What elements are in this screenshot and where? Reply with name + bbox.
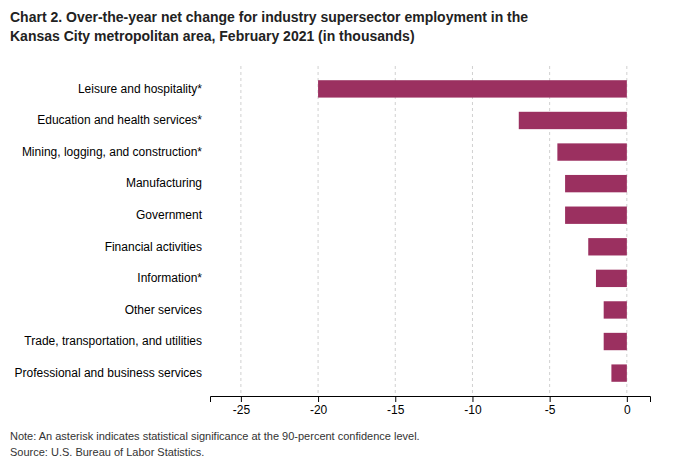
bar [565, 207, 627, 224]
bar [604, 333, 627, 350]
x-tick-label: -15 [387, 403, 405, 417]
y-tick: Information* [137, 271, 210, 285]
x-tick-mark [318, 396, 319, 402]
grid-line [395, 66, 396, 396]
bar [604, 301, 627, 318]
y-tick: Other services [125, 303, 210, 317]
y-tick: Trade, transportation, and utilities [24, 334, 210, 348]
bar [588, 238, 627, 255]
grid [241, 66, 627, 396]
x-tick-mark [472, 396, 473, 402]
x-axis: -25 -20 -15 -10 -5 0 [211, 396, 651, 417]
y-tick-label: Manufacturing [126, 176, 202, 190]
x-tick-mark [550, 396, 551, 402]
bar [557, 143, 626, 160]
y-tick: Education and health services* [37, 113, 210, 127]
bars [318, 80, 627, 382]
y-tick-label: Financial activities [105, 240, 202, 254]
x-axis-line [211, 397, 651, 403]
y-tick: Leisure and hospitality* [78, 82, 210, 96]
y-tick: Financial activities [105, 240, 210, 254]
grid-line [240, 66, 241, 396]
x-tick-label: -25 [233, 403, 251, 417]
grid-line [318, 66, 319, 396]
y-tick: Mining, logging, and construction* [22, 145, 210, 159]
source: Source: U.S. Bureau of Labor Statistics. [10, 446, 204, 458]
y-tick: Manufacturing [126, 176, 210, 190]
x-tick: -5 [545, 396, 556, 417]
x-tick-mark [627, 396, 628, 402]
chart: Chart 2. Over-the-year net change for in… [0, 0, 674, 468]
x-tick-label: -20 [310, 403, 328, 417]
y-tick-label: Professional and business services [15, 366, 202, 380]
y-tick: Government [136, 208, 210, 222]
title-group: Chart 2. Over-the-year net change for in… [10, 9, 528, 44]
bar [611, 364, 626, 381]
bar [519, 112, 627, 129]
y-tick-label: Other services [125, 303, 202, 317]
x-tick-label: -5 [545, 403, 556, 417]
x-tick: -25 [233, 396, 251, 417]
y-tick-label: Mining, logging, and construction* [22, 145, 202, 159]
x-tick: -20 [310, 396, 328, 417]
footer: Note: An asterisk indicates statistical … [10, 430, 420, 458]
y-tick: Professional and business services [15, 366, 210, 380]
x-tick-label: 0 [624, 403, 631, 417]
y-tick-label: Trade, transportation, and utilities [24, 334, 202, 348]
note: Note: An asterisk indicates statistical … [10, 430, 420, 442]
grid-line [472, 66, 473, 396]
x-tick: -15 [387, 396, 405, 417]
y-axis: Professional and business services Trade,… [15, 82, 210, 380]
y-tick-label: Leisure and hospitality* [78, 82, 202, 96]
plot: -25 -20 -15 -10 -5 0 Professional and business… [15, 66, 651, 417]
bar [565, 175, 627, 192]
x-tick-mark [395, 396, 396, 402]
bar [596, 270, 627, 287]
y-tick-label: Information* [137, 271, 202, 285]
x-tick-label: -10 [464, 403, 482, 417]
title: Kansas City metropolitan area, February … [10, 28, 415, 44]
y-tick-label: Education and health services* [37, 113, 202, 127]
y-tick-label: Government [136, 208, 203, 222]
x-tick: -10 [464, 396, 482, 417]
title: Chart 2. Over-the-year net change for in… [10, 9, 528, 25]
x-tick: 0 [624, 396, 631, 417]
bar [318, 80, 627, 97]
x-tick-mark [241, 396, 242, 402]
